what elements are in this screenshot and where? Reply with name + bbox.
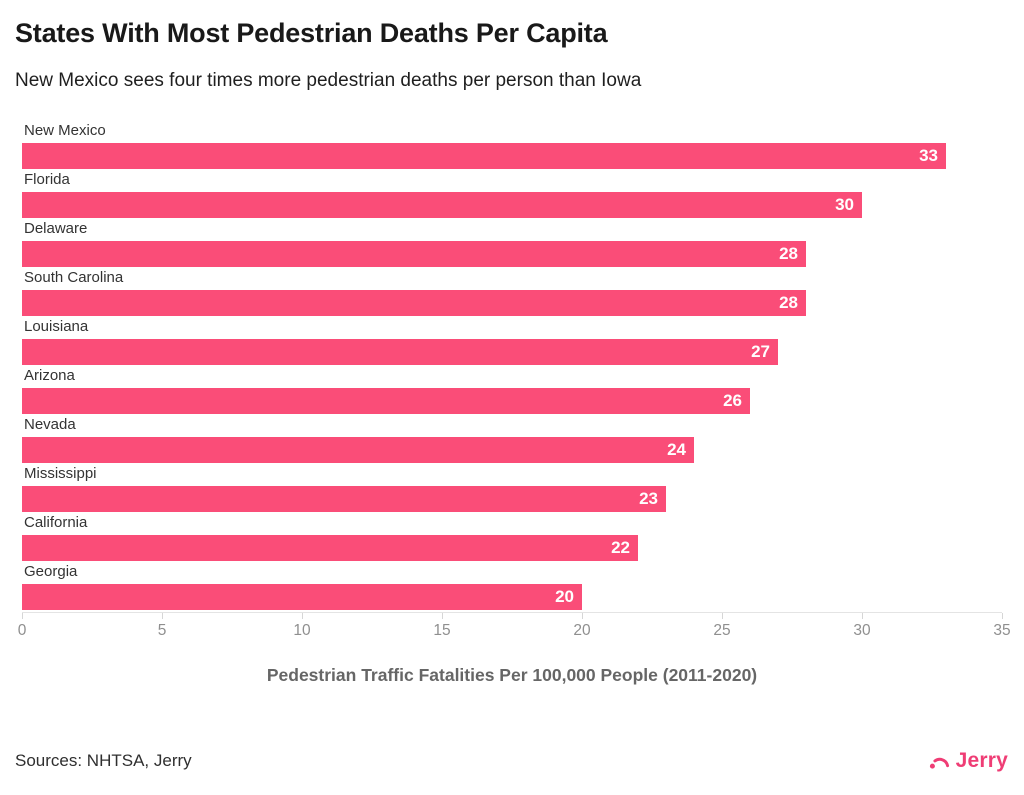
tick-mark — [161, 613, 163, 619]
bar-row: Arizona 26 — [22, 367, 1002, 416]
bar-label: South Carolina — [24, 269, 124, 286]
tick-label: 20 — [573, 622, 591, 639]
bar: 23 — [22, 486, 666, 512]
tick-mark — [441, 613, 443, 619]
bar: 20 — [22, 584, 582, 610]
bar-label: Nevada — [24, 416, 76, 433]
chart-card: States With Most Pedestrian Deaths Per C… — [0, 18, 1024, 795]
tick-label: 5 — [157, 622, 167, 639]
tick-label: 35 — [993, 622, 1011, 639]
tick-mark — [581, 613, 583, 619]
bar-value: 22 — [611, 538, 630, 557]
bar-value: 23 — [639, 489, 658, 508]
bar-row: Florida 30 — [22, 171, 1002, 220]
bar-value: 28 — [779, 244, 798, 263]
x-axis: 0 5 10 15 20 25 30 35 — [18, 612, 1011, 656]
chart-title: States With Most Pedestrian Deaths Per C… — [15, 18, 608, 48]
bar-label: Florida — [24, 171, 70, 188]
bar-rows: New Mexico 33 Florida 30 Delaware 28 Sou… — [22, 122, 1002, 612]
bar-value: 24 — [667, 440, 686, 459]
bar-chart: New Mexico 33 Florida 30 Delaware 28 Sou… — [18, 122, 1011, 686]
bar-value: 26 — [723, 391, 742, 410]
tick-label: 25 — [713, 622, 731, 639]
bar-row: Louisiana 27 — [22, 318, 1002, 367]
bar-label: California — [24, 514, 88, 531]
jerry-logo: Jerry — [928, 749, 1008, 773]
tick-mark — [21, 613, 23, 619]
bar: 27 — [22, 339, 778, 365]
bar-value: 30 — [835, 195, 854, 214]
bar-value: 33 — [919, 146, 938, 165]
tick-label: 15 — [433, 622, 451, 639]
bar-label: Mississippi — [24, 465, 97, 482]
bar-label: Arizona — [24, 367, 75, 384]
bar: 33 — [22, 143, 946, 169]
tick-label: 30 — [853, 622, 871, 639]
jerry-logo-icon — [928, 750, 951, 773]
bar: 24 — [22, 437, 694, 463]
bar-row: Mississippi 23 — [22, 465, 1002, 514]
bar-row: Delaware 28 — [22, 220, 1002, 269]
tick-mark — [861, 613, 863, 619]
bar-row: Georgia 20 — [22, 563, 1002, 612]
bar: 22 — [22, 535, 638, 561]
tick-mark — [1001, 613, 1003, 619]
bar-value: 27 — [751, 342, 770, 361]
bar-row: New Mexico 33 — [22, 122, 1002, 171]
bar-row: South Carolina 28 — [22, 269, 1002, 318]
bar-label: Georgia — [24, 563, 78, 580]
bar-row: Nevada 24 — [22, 416, 1002, 465]
bar-label: Louisiana — [24, 318, 89, 335]
jerry-logo-text: Jerry — [955, 749, 1008, 772]
chart-subtitle: New Mexico sees four times more pedestri… — [15, 70, 642, 91]
bar: 30 — [22, 192, 862, 218]
bar: 26 — [22, 388, 750, 414]
tick-mark — [301, 613, 303, 619]
tick-mark — [721, 613, 723, 619]
bar-value: 28 — [779, 293, 798, 312]
x-axis-title: Pedestrian Traffic Fatalities Per 100,00… — [266, 665, 758, 685]
bar-row: California 22 — [22, 514, 1002, 563]
sources-note: Sources: NHTSA, Jerry — [15, 751, 192, 770]
bar: 28 — [22, 241, 806, 267]
bar-label: Delaware — [24, 220, 88, 237]
tick-label: 10 — [293, 622, 311, 639]
bar-value: 20 — [555, 587, 574, 606]
bar-label: New Mexico — [24, 122, 106, 139]
chart-footer: Sources: NHTSA, Jerry Jerry — [0, 749, 1024, 773]
tick-label: 0 — [17, 622, 27, 639]
bar: 28 — [22, 290, 806, 316]
